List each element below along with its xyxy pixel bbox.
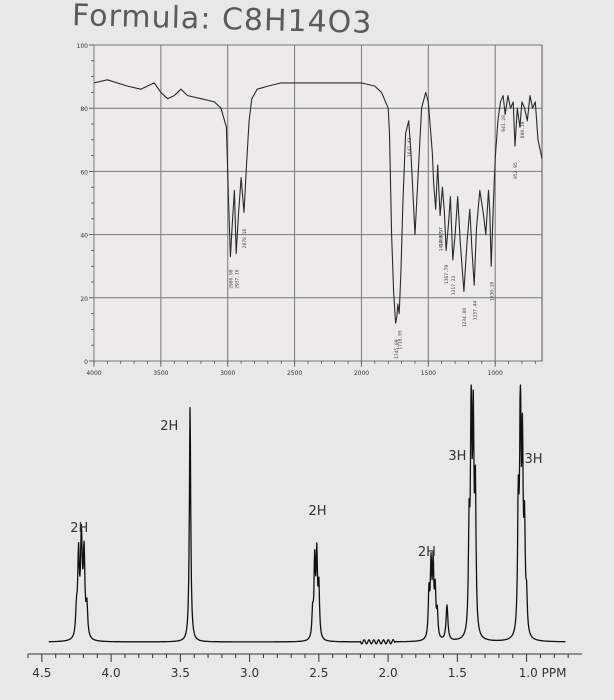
nmr-x-tick-label: 2.0 (379, 666, 398, 680)
nmr-integration-label: 2H (160, 419, 178, 434)
ir-peak-label: 2937.16 (234, 269, 240, 289)
nmr-spectrum: 4.5 4.0 3.5 3.0 2.5 2.0 1.5 1.0 PPM 2H 2H 2H 2H 3H 3H (27, 384, 582, 680)
ir-peak-label: 1157.44 (472, 301, 478, 321)
ir-peak-label: 2980.98 (229, 269, 235, 289)
nmr-integration-label: 2H (418, 545, 436, 560)
nmr-x-tick-label: 1.5 (448, 666, 467, 680)
ir-x-tick-label: 4000 (86, 370, 101, 377)
nmr-x-tick-label: 3.5 (171, 666, 190, 680)
nmr-integration-label: 3H (448, 449, 466, 464)
nmr-x-tick-label: 4.0 (102, 666, 121, 680)
ir-y-tick-label: 20 (80, 296, 88, 303)
ir-x-tick-label: 2000 (354, 370, 369, 377)
ir-y-tick-label: 40 (80, 233, 88, 240)
nmr-x-tick-label: 3.0 (240, 666, 259, 680)
ir-y-tick-label: 80 (80, 106, 88, 113)
ir-peak-label: 852.95 (513, 162, 519, 179)
ir-peak-label: 2878.18 (242, 229, 248, 249)
ir-x-tick-label: 2500 (287, 370, 302, 377)
nmr-x-tick-label: 2.5 (309, 666, 328, 680)
ir-trace (93, 79, 543, 324)
ir-peak-label: 1412.07 (438, 232, 444, 252)
ir-y-tick-label: 100 (77, 43, 89, 50)
ir-peak-label: 1718.05 (397, 330, 403, 350)
ir-peak-label: 800.19 (520, 121, 526, 138)
ir-peak-label: 1234.08 (462, 308, 468, 328)
ir-y-tick-label: 0 (84, 359, 88, 366)
nmr-x-tick-label: 1.0 PPM (519, 666, 567, 680)
ir-peak-label: 941.28 (501, 115, 507, 132)
ir-spectrum: 0 20 40 60 80 100 4000 3500 3000 2500 2000 1500 1000… (77, 43, 543, 377)
ir-x-tick-label: 1500 (421, 370, 436, 377)
ir-x-tick-label: 3500 (153, 370, 168, 377)
ir-peak-label: 1647.42 (407, 138, 413, 158)
nmr-integration-label: 2H (70, 521, 88, 536)
nmr-integration-label: 2H (308, 504, 326, 519)
nmr-x-tick-label: 4.5 (32, 666, 51, 680)
ir-peak-label: 1030.18 (489, 282, 495, 302)
ir-y-tick-label: 60 (80, 169, 88, 176)
ir-peak-label: 1367.79 (444, 265, 450, 285)
ir-peak-label: 1745.09 (394, 339, 400, 359)
ir-x-tick-label: 1000 (488, 370, 503, 377)
ir-x-tick-label: 3000 (220, 370, 235, 377)
ir-peak-label: 1408.97 (439, 227, 445, 247)
nmr-integration-label: 3H (525, 452, 543, 467)
nmr-trace (48, 384, 566, 645)
ir-peak-label: 1317.23 (451, 276, 457, 296)
